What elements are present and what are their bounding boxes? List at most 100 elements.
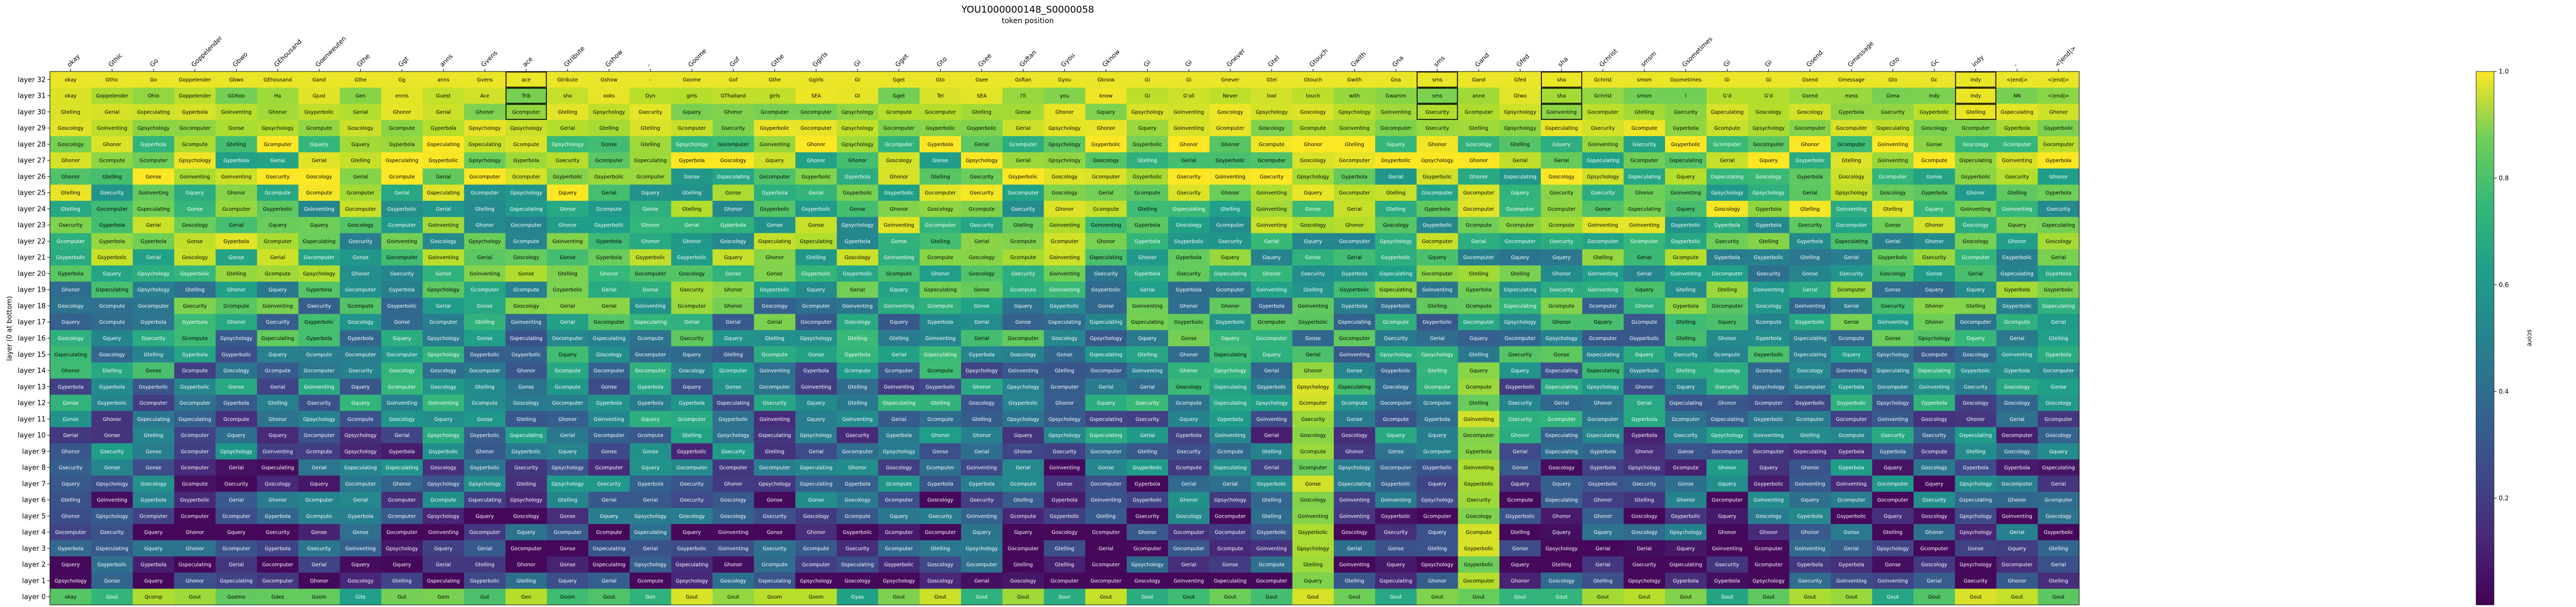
cell-label: Gonse (1512, 546, 1528, 552)
heatmap-cell (754, 524, 796, 541)
heatmap-cell (1540, 443, 1582, 460)
cell-label: Gyperbola (1342, 271, 1367, 277)
heatmap-cell (1623, 378, 1665, 395)
cell-label: Gout (1514, 594, 1526, 600)
cell-label: Gerial (1803, 190, 1817, 196)
heatmap-cell (878, 152, 920, 169)
heatmap-cell (1085, 540, 1127, 557)
heatmap-cell (588, 281, 630, 298)
heatmap-cell (1665, 314, 1707, 331)
cell-label: Gsecurity (1839, 271, 1864, 277)
heatmap-cell (1127, 71, 1169, 88)
heatmap-cell (1499, 346, 1541, 363)
heatmap-cell (132, 427, 175, 444)
heatmap-cell (1168, 184, 1210, 201)
heatmap-cell (340, 427, 382, 444)
heatmap-cell (1747, 556, 1790, 573)
cell-label: Gpsychology (96, 513, 129, 519)
heatmap-cell (1416, 378, 1458, 395)
heatmap-cell (1416, 265, 1458, 282)
heatmap-cell (1168, 572, 1210, 589)
heatmap-cell (1665, 297, 1707, 314)
heatmap-cell (2038, 589, 2080, 605)
heatmap-cell (1375, 572, 1417, 589)
heatmap-cell (1996, 524, 2038, 541)
heatmap-cell (712, 168, 754, 185)
x-tick-labels: okay Gthic Go Goppelender Gbwo GEhousand Goenw… (66, 34, 2078, 71)
heatmap-cell (836, 395, 878, 411)
cell-label: Gcomputer (1092, 530, 1120, 536)
heatmap-cell (422, 410, 465, 427)
cell-label: Gyperbola (265, 513, 291, 519)
heatmap-cell (1913, 346, 1955, 363)
cell-label: Goscology (1342, 433, 1368, 439)
cell-label: Gsecurity (266, 530, 290, 536)
heatmap-cell (257, 71, 299, 88)
cell-label: Gonse (933, 449, 948, 455)
heatmap-cell (961, 491, 1003, 508)
cell-label: Gsecurity (970, 174, 994, 180)
cell-label: Ghonor (186, 578, 204, 584)
cell-label: Gpsychology (1338, 109, 1371, 115)
cell-label: Gpsychology (137, 271, 170, 277)
x-tick-label: Gsftan (1018, 48, 1038, 68)
cell-label: Gspeculating (1338, 384, 1371, 390)
y-tick-label: layer 6 (22, 497, 46, 505)
heatmap-cell (1872, 201, 1914, 218)
heatmap-cell (1665, 265, 1707, 282)
cell-label: Gpsychology (842, 142, 874, 148)
heatmap-cell (795, 524, 837, 541)
cell-label: Gquery (1925, 287, 1944, 293)
heatmap-cell (381, 265, 423, 282)
cell-label: Gcomputer (388, 223, 416, 229)
heatmap-cell (422, 217, 465, 233)
heatmap-cell (1085, 281, 1127, 298)
cell-label: Gtelling (61, 109, 80, 115)
cell-label: Gquery (683, 109, 701, 115)
cell-label: Gerial (1016, 158, 1030, 164)
cell-label: Gtelling (392, 578, 412, 584)
heatmap-cell (1789, 508, 1831, 524)
cell-label: Gspeculating (1214, 352, 1246, 358)
heatmap-cell (1044, 249, 1086, 266)
heatmap-cell (1458, 168, 1500, 185)
heatmap-cell (464, 572, 506, 589)
heatmap-cell (1955, 297, 1997, 314)
cell-label: Gcompute (886, 271, 912, 277)
cell-label: I'll (1020, 94, 1026, 99)
cell-label: Gout (1680, 594, 1692, 600)
heatmap-cell (1747, 475, 1790, 492)
cell-label: Gsyperbolic (1464, 562, 1494, 568)
heatmap-cell (381, 281, 423, 298)
heatmap-cell (132, 201, 175, 218)
cell-label: Gspeculating (220, 578, 252, 584)
heatmap-cell (547, 281, 589, 298)
cell-label: Goinventing (1671, 271, 1701, 277)
heatmap-cell (1872, 297, 1914, 314)
cell-label: Goscology (1962, 400, 1989, 406)
heatmap-cell (1209, 540, 1251, 557)
cell-label: Ghonor (1760, 530, 1778, 536)
heatmap-cell (671, 71, 713, 88)
x-tick-label: Ggirls (811, 50, 829, 68)
heatmap-cell (588, 104, 630, 120)
heatmap-cell (754, 540, 796, 557)
heatmap-cell (1706, 556, 1749, 573)
cell-label: Gsecurity (1011, 271, 1036, 277)
cell-label: Gtelling (144, 352, 163, 358)
highlight-box (1955, 104, 1997, 120)
cell-label: Gut (397, 594, 406, 600)
cell-label: Goscology (182, 223, 208, 229)
heatmap-cell (919, 104, 962, 120)
x-tick-label: Gi (1184, 58, 1194, 68)
heatmap-cell (1127, 410, 1169, 427)
heatmap-cell (754, 330, 796, 347)
cell-label: Gocomputer (345, 352, 376, 358)
cell-label: Gerial (229, 498, 243, 503)
cell-label: Gquery (807, 400, 825, 406)
y-tick-label: layer 27 (18, 157, 46, 165)
cell-label: Gsyperbolic (56, 255, 85, 261)
cell-label: Gcomputer (1092, 174, 1120, 180)
cell-label: Ghonor (517, 368, 535, 374)
cell-label: Gquery (145, 530, 163, 536)
